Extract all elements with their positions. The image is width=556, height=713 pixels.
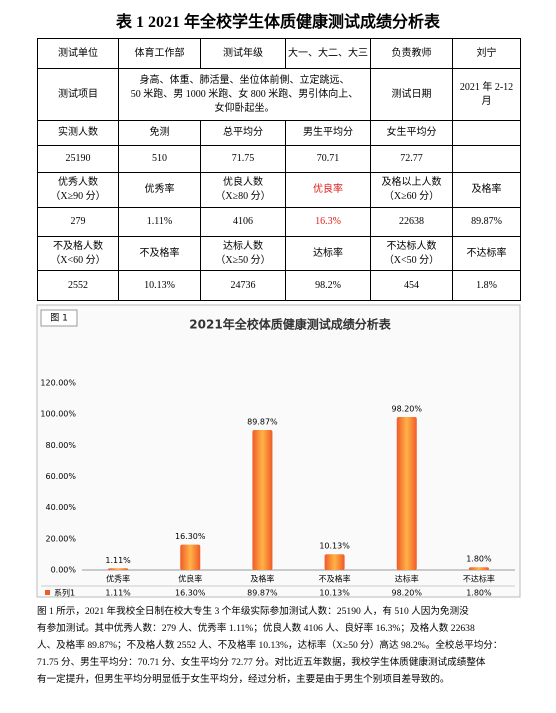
x-tick-label: 及格率 (250, 574, 274, 584)
line: 50 米跑、男 1000 米跑、女 800 米跑、男引体向上、 (130, 88, 359, 100)
paragraph-line: 人、及格率 89.87%；不及格人数 2552 人、不及格率 10.13%，达标… (37, 640, 503, 651)
cell: 优良人数 （X≥80 分） (200, 172, 286, 208)
paragraph-line: 71.75 分、男生平均分：70.71 分、女生平均分 72.77 分。对比近五… (37, 657, 486, 668)
cell: 2021 年 2-12 月 (452, 68, 521, 121)
doc-title: 表 1 2021 年全校学生体质健康测试成绩分析表 (115, 14, 440, 31)
value-label: 16.30% (175, 532, 206, 541)
x-tick-label: 优良率 (178, 574, 202, 584)
cell: 98.2% (285, 270, 371, 301)
value-label: 1.11% (105, 556, 131, 565)
cell: 89.87% (452, 207, 521, 237)
cell: 女生平均分 (370, 120, 453, 146)
line: 优秀人数 (58, 177, 98, 188)
cell: 实测人数 (37, 120, 119, 146)
table-value: 10.13% (319, 589, 350, 598)
legend-swatch (45, 590, 50, 595)
cell: 及格率 (452, 172, 521, 208)
line: （X<50 分） (383, 254, 440, 266)
cell: 不达标人数 （X<50 分） (370, 236, 453, 271)
line: 女仰卧起坐。 (214, 102, 275, 114)
value-label: 89.87% (247, 417, 278, 426)
cell: 达标率 (285, 236, 371, 271)
table-value: 98.20% (391, 589, 422, 598)
cell: 测试年级 (200, 38, 286, 69)
line: 及格以上人数 (381, 177, 442, 188)
line: （X≥80 分） (215, 191, 271, 202)
line: （X≥50 分） (215, 254, 271, 266)
chart: 图 1 2021年全校体质健康测试成绩分析表 0.00% 20.00% 40.00%… (36, 304, 521, 598)
bar (180, 544, 201, 570)
y-tick-label: 100.00% (40, 410, 76, 419)
cell: 454 (370, 270, 453, 301)
value-label: 98.20% (391, 404, 422, 413)
cell: 及格以上人数 （X≥60 分） (370, 172, 453, 208)
cell: 身高、体重、肺活量、坐位体前側、立定跳远、 50 米跑、男 1000 米跑、女 8… (118, 68, 371, 121)
y-tick-label: 0.00% (51, 566, 77, 575)
y-tick-label: 120.00% (40, 379, 76, 388)
data-table: 测试单位 体育工作部 测试年级 大一、大二、大三 负责教师 刘宁 测试项目 身高、体重、肺活… (37, 38, 521, 301)
cell: 1.8% (452, 270, 521, 301)
value-label: 1.80% (466, 555, 492, 564)
cell: 测试日期 (370, 68, 453, 121)
bar (252, 429, 273, 570)
cell: 2552 (37, 270, 119, 301)
line: （X≥60 分） (383, 191, 440, 202)
paragraph-line: 有参加测试。其中优秀人数：279 人、优秀率 1.11%；优良人数 4106 人… (37, 623, 475, 634)
chart-title: 2021年全校体质健康测试成绩分析表 (189, 317, 391, 332)
cell (452, 145, 521, 173)
x-tick-label: 优秀率 (106, 574, 130, 584)
cell: 71.75 (200, 145, 286, 173)
paragraph-line: 有一定提升，但男生平均分明显低于女生平均分，经过分析，主要是由于男生个别项目差导… (37, 674, 450, 685)
line: 不及格人数 (53, 240, 103, 252)
x-tick-label: 达标率 (395, 574, 419, 584)
cell: 优秀率 (118, 172, 201, 208)
paragraph-line: 图 1 所示，2021 年我校全日制在校大专生 3 个年级实际参加测试人数：25… (37, 606, 469, 617)
bar (396, 416, 417, 570)
x-tick-label: 不及格率 (319, 574, 351, 584)
y-tick-label: 80.00% (45, 441, 76, 450)
cell: 免测 (118, 120, 201, 146)
line: （X<60 分） (50, 254, 106, 266)
cell: 优秀人数 （X≥90 分） (37, 172, 119, 208)
table-value: 1.80% (466, 589, 492, 598)
cell: 不及格率 (118, 236, 201, 271)
bar (468, 567, 489, 570)
cell: 1.11% (118, 207, 201, 237)
cell: 刘宁 (452, 38, 521, 69)
bar (324, 554, 345, 570)
chart-frame (36, 304, 521, 598)
figure-label: 图 1 (50, 313, 68, 324)
line: 优良人数 (223, 177, 263, 188)
cell (452, 120, 521, 146)
y-tick-label: 60.00% (45, 472, 76, 481)
cell: 24736 (200, 270, 286, 301)
line: 身高、体重、肺活量、坐位体前側、立定跳远、 (139, 74, 350, 86)
bar (108, 568, 129, 570)
table-value: 16.30% (175, 589, 206, 598)
cell: 测试单位 (37, 38, 119, 69)
cell: 体育工作部 (118, 38, 201, 69)
paragraph: 图 1 所示，2021 年我校全日制在校大专生 3 个年级实际参加测试人数：25… (37, 603, 527, 688)
line: （X≥90 分） (50, 191, 106, 202)
cell: 510 (118, 145, 201, 173)
table-value: 1.11% (105, 589, 131, 598)
cell: 不达标率 (452, 236, 521, 271)
x-tick-label: 不达标率 (463, 574, 495, 584)
y-tick-label: 20.00% (45, 534, 76, 543)
figure-label-box (40, 309, 78, 327)
cell: 达标人数 （X≥50 分） (200, 236, 286, 271)
line: 达标人数 (223, 240, 263, 252)
y-tick-label: 40.00% (45, 503, 76, 512)
line: 不达标人数 (386, 240, 437, 252)
table-value: 89.87% (247, 589, 278, 598)
cell: 优良率 (285, 172, 371, 208)
value-label: 10.13% (319, 542, 350, 551)
legend-label: 系列1 (54, 588, 75, 598)
